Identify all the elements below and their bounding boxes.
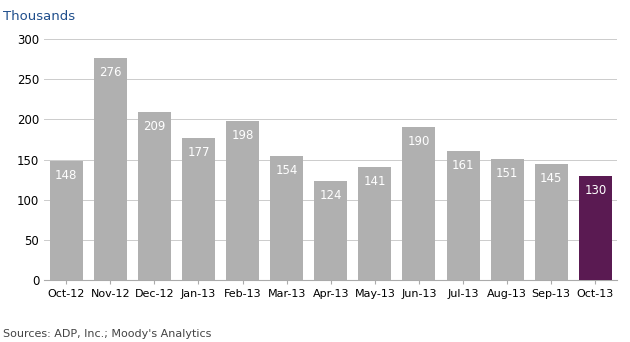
Text: 148: 148 [55, 169, 77, 182]
Bar [579, 176, 612, 280]
Text: 198: 198 [231, 129, 254, 142]
Text: Sources: ADP, Inc.; Moody's Analytics: Sources: ADP, Inc.; Moody's Analytics [3, 329, 212, 339]
Text: 141: 141 [364, 175, 386, 188]
Text: 145: 145 [540, 172, 563, 185]
Bar [182, 138, 215, 280]
Bar [50, 161, 83, 280]
Text: 154: 154 [275, 165, 298, 177]
Bar [447, 151, 479, 280]
Text: 209: 209 [143, 120, 166, 133]
Text: Thousands: Thousands [3, 10, 75, 23]
Bar [535, 164, 568, 280]
Bar [358, 167, 391, 280]
Bar [138, 112, 171, 280]
Bar [403, 128, 435, 280]
Text: 130: 130 [584, 184, 607, 197]
Text: 161: 161 [452, 159, 474, 172]
Bar [226, 121, 259, 280]
Text: 124: 124 [319, 189, 342, 202]
Text: 190: 190 [408, 135, 430, 148]
Text: 177: 177 [187, 146, 210, 159]
Bar [491, 159, 524, 280]
Bar [314, 181, 347, 280]
Bar [270, 156, 303, 280]
Bar [94, 58, 127, 280]
Text: 276: 276 [99, 66, 122, 79]
Text: 151: 151 [496, 167, 518, 180]
